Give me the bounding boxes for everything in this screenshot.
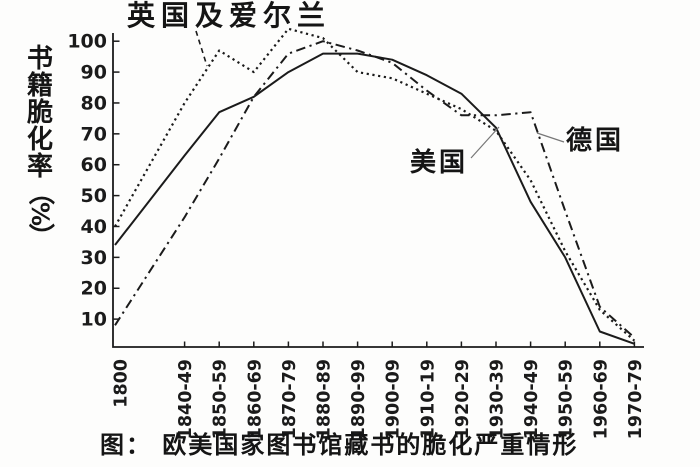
figure-caption: 图： 欧美国家图书馆藏书的脆化严重情形 — [100, 431, 579, 459]
axis-lines — [112, 33, 644, 348]
y-axis-title-paren-close: ） — [24, 222, 55, 250]
leader-line-uk-ireland — [195, 30, 208, 67]
x-axis-tick-label: 1850-59 — [211, 359, 231, 439]
leader-line-germany — [536, 132, 565, 143]
y-axis-tick-label: 20 — [81, 278, 107, 300]
x-axis-tick-label: 1910-19 — [418, 359, 438, 439]
x-axis-tick-label: 1960-69 — [591, 359, 611, 439]
y-axis-tick-label: 60 — [81, 154, 107, 176]
x-axis-tick-label: 1900-09 — [384, 359, 404, 439]
x-axis-tick-label: 1880-89 — [315, 359, 335, 439]
y-axis-title-char: 书 — [26, 44, 53, 74]
series-label-uk-ireland: 英国及爱尔兰 — [127, 0, 332, 32]
y-axis-title: 书 籍 脆 化 率 （ % ） — [24, 44, 56, 250]
x-axis-tick-label: 1920-29 — [453, 359, 473, 439]
leader-line-usa — [470, 126, 500, 159]
x-axis-tick-label: 1930-39 — [488, 359, 508, 439]
x-axis-tick-label: 1940-49 — [522, 359, 542, 439]
y-axis-title-char: 率 — [26, 152, 53, 182]
y-axis-title-char: 籍 — [26, 71, 53, 101]
y-axis-tick-label: 10 — [81, 309, 107, 331]
x-axis-tick-label: 1950-59 — [557, 359, 577, 439]
y-axis-title-char: 化 — [26, 125, 53, 155]
x-axis-tick-label: 1840-49 — [176, 359, 196, 439]
y-axis-tick-label: 100 — [67, 31, 107, 53]
y-axis-title-char: 脆 — [26, 98, 53, 128]
y-axis-tick-label: 40 — [81, 216, 107, 238]
x-axis-tick-label: 1860-69 — [245, 359, 265, 439]
series-label-usa: 美国 — [410, 148, 469, 178]
series-line-usa — [114, 52, 635, 345]
x-axis-tick-label: 1890-99 — [349, 359, 369, 439]
series-line-germany — [114, 40, 636, 339]
y-axis-tick-label: 80 — [81, 92, 107, 114]
y-axis-tick-label: 90 — [81, 62, 107, 84]
series-label-germany: 德国 — [566, 126, 625, 156]
y-axis-tick-label: 30 — [81, 247, 107, 269]
y-axis-tick-label: 70 — [81, 123, 107, 145]
series-line-uk-ireland — [114, 27, 636, 342]
y-axis-tick-label: 50 — [81, 185, 107, 207]
x-axis-tick-label: 1870-79 — [280, 359, 300, 439]
x-axis-tick-label: 1970-79 — [626, 359, 646, 439]
x-axis-tick-label: 1800 — [112, 359, 132, 408]
